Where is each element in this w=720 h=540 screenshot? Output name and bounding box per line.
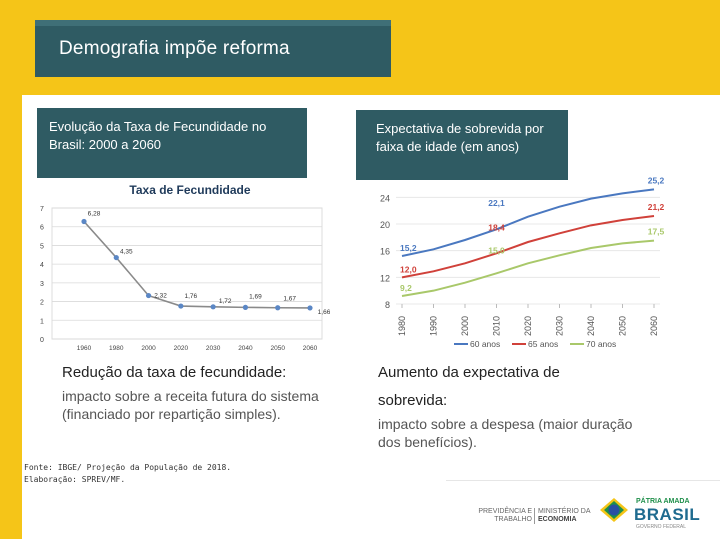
fertility-data-label: 1,67: [283, 296, 296, 303]
fertility-x-tick: 2020: [174, 345, 189, 352]
ministry-logo-left: PREVIDÊNCIA E TRABALHO: [474, 508, 532, 524]
fertility-point: [178, 303, 184, 309]
ministry-divider: [534, 508, 535, 524]
fertility-x-tick: 2060: [303, 345, 318, 352]
fertility-data-label: 1,66: [318, 309, 330, 316]
fertility-data-label: 6,28: [88, 210, 101, 217]
survival-x-tick: 2020: [523, 316, 533, 336]
fertility-x-tick: 2040: [238, 345, 253, 352]
survival-chart: 8 12 16 20 24 1980 1990 2000 2010 2020 2030 2040 205…: [380, 176, 665, 349]
survival-caption-body: impacto sobre a despesa (maior duração d…: [378, 416, 633, 450]
survival-data-label: 12,0: [400, 264, 417, 274]
fertility-point: [307, 305, 313, 311]
survival-data-label: 15,0: [488, 245, 505, 255]
fertility-point: [81, 218, 87, 225]
fertility-y-tick: 4: [40, 262, 44, 269]
survival-y-tick: 20: [380, 220, 390, 230]
survival-x-tick: 2040: [586, 316, 596, 336]
ministry-logo-right: MINISTÉRIO DA ECONOMIA: [538, 508, 591, 524]
fertility-y-tick: 5: [40, 243, 44, 250]
fertility-point: [210, 304, 216, 310]
source-note: Fonte: IBGE/ Projeção da População de 20…: [24, 462, 231, 486]
source-line-1: Fonte: IBGE/ Projeção da População de 20…: [24, 463, 232, 472]
brand-top: PÁTRIA AMADA: [636, 498, 690, 505]
fertility-chart-title: Taxa de Fecundidade: [129, 183, 250, 197]
survival-x-tick: 2010: [492, 316, 502, 336]
fertility-point: [275, 305, 281, 311]
survival-data-label: 21,2: [648, 202, 665, 212]
ministry-line-2: TRABALHO: [494, 516, 532, 523]
survival-header: Expectativa de sobrevida por faixa de id…: [356, 110, 568, 180]
fertility-y-tick: 3: [40, 281, 44, 288]
fertility-chart: Taxa de Fecundidade 0 1 2 3 4 5 6 7 1960 1980 2000 2…: [30, 178, 330, 358]
survival-legend-label: 65 anos: [528, 339, 558, 349]
fertility-point: [242, 304, 249, 310]
fertility-y-tick: 7: [40, 206, 44, 213]
survival-caption-title-1: Aumento da expectativa de: [378, 364, 560, 381]
survival-x-tick: 1990: [429, 316, 439, 336]
brand-sub: GOVERNO FEDERAL: [636, 524, 687, 530]
survival-legend-label: 70 anos: [586, 339, 616, 349]
ministry-line-1: PREVIDÊNCIA E: [478, 508, 532, 515]
fertility-line: [83, 220, 311, 309]
fertility-point: [145, 292, 152, 299]
fertility-x-tick: 2050: [270, 345, 285, 352]
slide-title: Demografia impõe reforma: [59, 38, 290, 59]
fertility-x-tick: 1960: [77, 345, 92, 352]
survival-caption-title-2: sobrevida:: [378, 392, 448, 409]
survival-x-tick: 2030: [555, 316, 565, 336]
survival-y-tick: 12: [380, 273, 390, 283]
fertility-data-label: 1,69: [249, 293, 262, 300]
ministry-line-4: ECONOMIA: [538, 516, 577, 523]
survival-data-label: 25,2: [648, 176, 665, 185]
fertility-data-label: 1,72: [219, 298, 232, 305]
survival-x-tick: 1980: [397, 316, 407, 336]
ministry-line-3: MINISTÉRIO DA: [538, 508, 591, 515]
survival-line-65-anos: [401, 215, 655, 279]
fertility-x-tick: 2000: [141, 345, 156, 352]
fertility-point: [113, 254, 119, 261]
fertility-caption-title: Redução da taxa de fecundidade:: [62, 364, 287, 381]
fertility-header-text: Evolução da Taxa de Fecundidade no Brasi…: [49, 119, 267, 152]
fertility-caption-body: impacto sobre a receita futura do sistem…: [62, 388, 319, 422]
survival-x-tick: 2000: [460, 316, 470, 336]
survival-y-tick: 16: [380, 247, 390, 257]
survival-data-label: 9,2: [400, 283, 412, 293]
fertility-data-label: 2,32: [154, 293, 167, 300]
survival-data-label: 17,5: [648, 227, 665, 237]
left-yellow-stripe: [0, 95, 22, 539]
survival-line-60-anos: [401, 188, 655, 257]
survival-data-label: 22,1: [488, 198, 505, 208]
fertility-x-tick: 2030: [206, 345, 221, 352]
survival-x-tick: 2050: [618, 316, 628, 336]
brand-main: BRASIL: [634, 505, 701, 524]
fertility-y-tick: 2: [40, 300, 44, 307]
survival-x-tick: 2060: [649, 316, 659, 336]
fertility-y-tick: 6: [40, 225, 44, 232]
fertility-data-label: 1,76: [185, 293, 198, 300]
fertility-y-tick: 1: [40, 318, 44, 325]
survival-y-tick: 8: [385, 300, 390, 310]
fertility-chart-bg: [30, 178, 330, 358]
footer-logos: PREVIDÊNCIA E TRABALHO MINISTÉRIO DA ECO…: [446, 480, 720, 540]
title-box: Demografia impõe reforma: [35, 20, 391, 77]
fertility-y-tick: 0: [40, 337, 44, 344]
fertility-header: Evolução da Taxa de Fecundidade no Brasi…: [37, 108, 307, 180]
top-right-accent: [592, 0, 720, 30]
fertility-data-label: 4,35: [120, 249, 133, 256]
survival-data-label: 15,2: [400, 243, 417, 253]
source-line-2: Elaboração: SPREV/MF.: [24, 475, 126, 484]
survival-header-text: Expectativa de sobrevida por faixa de id…: [376, 121, 544, 154]
survival-data-label: 18,4: [488, 223, 505, 233]
survival-line-70-anos: [401, 239, 655, 297]
fertility-x-tick: 1980: [109, 345, 124, 352]
brasil-flag-icon: [600, 498, 628, 522]
survival-y-tick: 24: [380, 193, 390, 203]
survival-legend-label: 60 anos: [470, 339, 500, 349]
